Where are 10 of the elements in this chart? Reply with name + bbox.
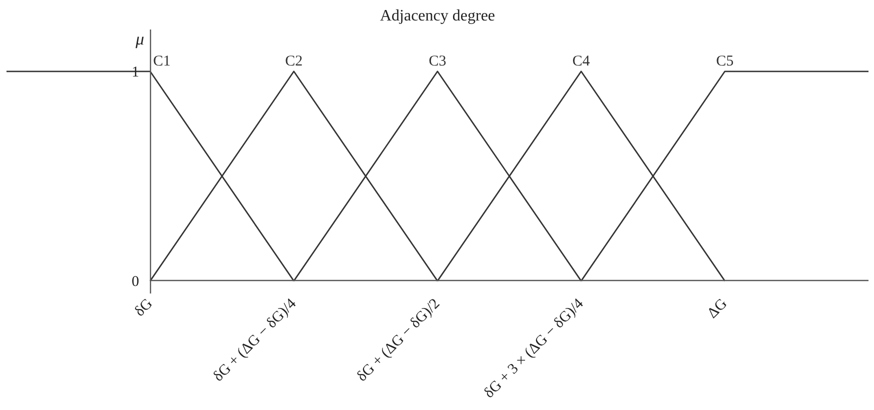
series-label: C3 — [428, 53, 446, 70]
series-label: C2 — [285, 53, 303, 70]
series-label: C1 — [153, 53, 171, 70]
y-axis-title: μ — [134, 30, 144, 48]
chart-title: Adjacency degree — [380, 8, 496, 24]
series-label: C4 — [572, 53, 590, 70]
x-tick-label: ΔG — [704, 296, 731, 322]
x-tick-label: δG — [132, 296, 156, 320]
series-label: C5 — [716, 53, 734, 70]
y-tick-label: 0 — [132, 274, 140, 290]
